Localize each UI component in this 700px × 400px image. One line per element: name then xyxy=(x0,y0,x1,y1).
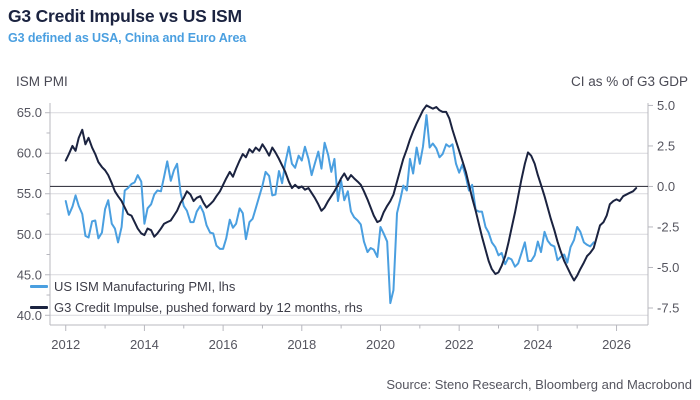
legend-swatch-credit-impulse xyxy=(30,305,48,310)
svg-text:50.0: 50.0 xyxy=(17,227,42,242)
svg-text:2.5: 2.5 xyxy=(657,138,675,153)
legend-swatch-ism xyxy=(30,284,48,289)
legend-label-ism: US ISM Manufacturing PMI, lhs xyxy=(54,279,236,294)
svg-text:45.0: 45.0 xyxy=(17,267,42,282)
source-note: Source: Steno Research, Bloomberg and Ma… xyxy=(386,377,692,392)
svg-text:-5.0: -5.0 xyxy=(657,260,679,275)
svg-text:55.0: 55.0 xyxy=(17,186,42,201)
chart-subtitle: G3 defined as USA, China and Euro Area xyxy=(8,31,247,45)
legend-item-credit-impulse: G3 Credit Impulse, pushed forward by 12 … xyxy=(30,297,363,318)
svg-text:2018: 2018 xyxy=(287,337,316,352)
svg-text:2016: 2016 xyxy=(209,337,238,352)
chart-legend: US ISM Manufacturing PMI, lhs G3 Credit … xyxy=(30,276,363,318)
left-axis-caption: ISM PMI xyxy=(16,74,68,89)
svg-text:2012: 2012 xyxy=(51,337,80,352)
svg-text:2026: 2026 xyxy=(602,337,631,352)
chart-title: G3 Credit Impulse vs US ISM xyxy=(8,6,242,26)
svg-text:-2.5: -2.5 xyxy=(657,219,679,234)
svg-text:2020: 2020 xyxy=(366,337,395,352)
svg-text:0.0: 0.0 xyxy=(657,179,675,194)
legend-label-credit-impulse: G3 Credit Impulse, pushed forward by 12 … xyxy=(54,300,363,315)
svg-text:2024: 2024 xyxy=(523,337,552,352)
svg-text:5.0: 5.0 xyxy=(657,98,675,113)
legend-item-ism: US ISM Manufacturing PMI, lhs xyxy=(30,276,363,297)
svg-text:60.0: 60.0 xyxy=(17,146,42,161)
svg-text:65.0: 65.0 xyxy=(17,105,42,120)
svg-text:40.0: 40.0 xyxy=(17,308,42,323)
svg-text:-7.5: -7.5 xyxy=(657,300,679,315)
svg-text:2022: 2022 xyxy=(445,337,474,352)
right-axis-caption: CI as % of G3 GDP xyxy=(570,74,688,89)
svg-text:2014: 2014 xyxy=(130,337,159,352)
